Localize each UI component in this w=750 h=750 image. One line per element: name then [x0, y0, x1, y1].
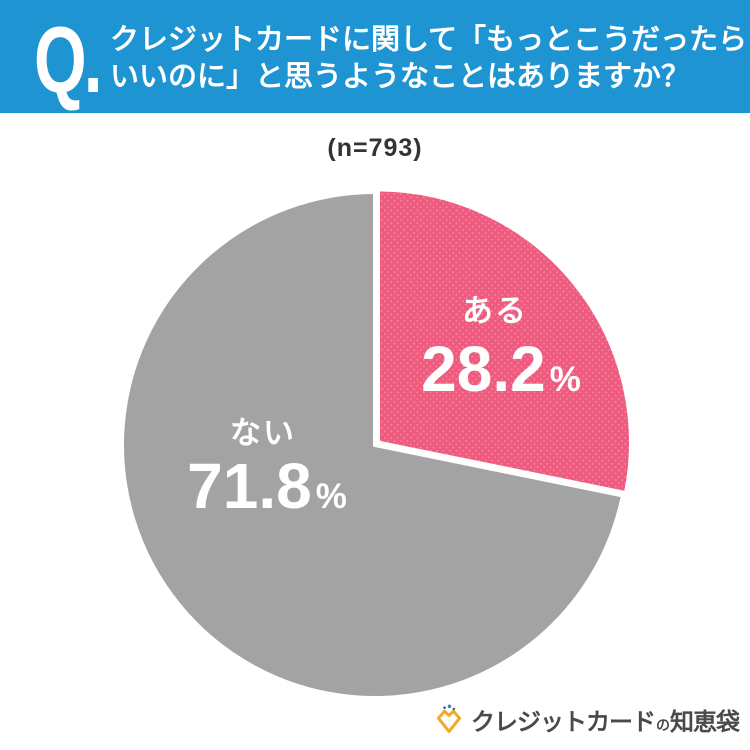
slice-nai-unit: % [315, 477, 347, 516]
question-line-1: クレジットカードに関して「もっとこうだったら [110, 24, 748, 56]
logo-text-particle: の [656, 717, 670, 733]
pie-slice-0 [376, 187, 633, 496]
slice-aru-label: ある [462, 293, 528, 329]
question-text: クレジットカードに関して「もっとこうだったら いいのに」と思うようなことはありま… [110, 22, 747, 96]
logo-text-main: クレジットカード [471, 709, 656, 736]
slice-nai-percent: 71.8 [187, 450, 312, 522]
slice-aru-value: 28.2 % [421, 337, 581, 401]
money-pouch-icon [436, 704, 462, 733]
slice-nai-label: ない [230, 415, 296, 451]
slice-aru-unit: % [549, 360, 581, 399]
question-line-2: いいのに」と思うようなことはありますか？ [110, 61, 691, 93]
logo-text: クレジットカードの知恵袋 [471, 702, 740, 737]
logo-text-tail: 知恵袋 [670, 709, 740, 736]
pie-slice-1 [120, 190, 625, 700]
q-mark: Q. [34, 7, 103, 112]
question-header: Q. クレジットカードに関して「もっとこうだったら いいのに」と思うようなことは… [0, 0, 750, 113]
sample-size-label: (n=793) [327, 134, 423, 162]
slice-nai-value: 71.8 % [187, 454, 347, 518]
slice-aru-percent: 28.2 [421, 333, 546, 405]
site-logo: クレジットカードの知恵袋 [434, 702, 740, 737]
